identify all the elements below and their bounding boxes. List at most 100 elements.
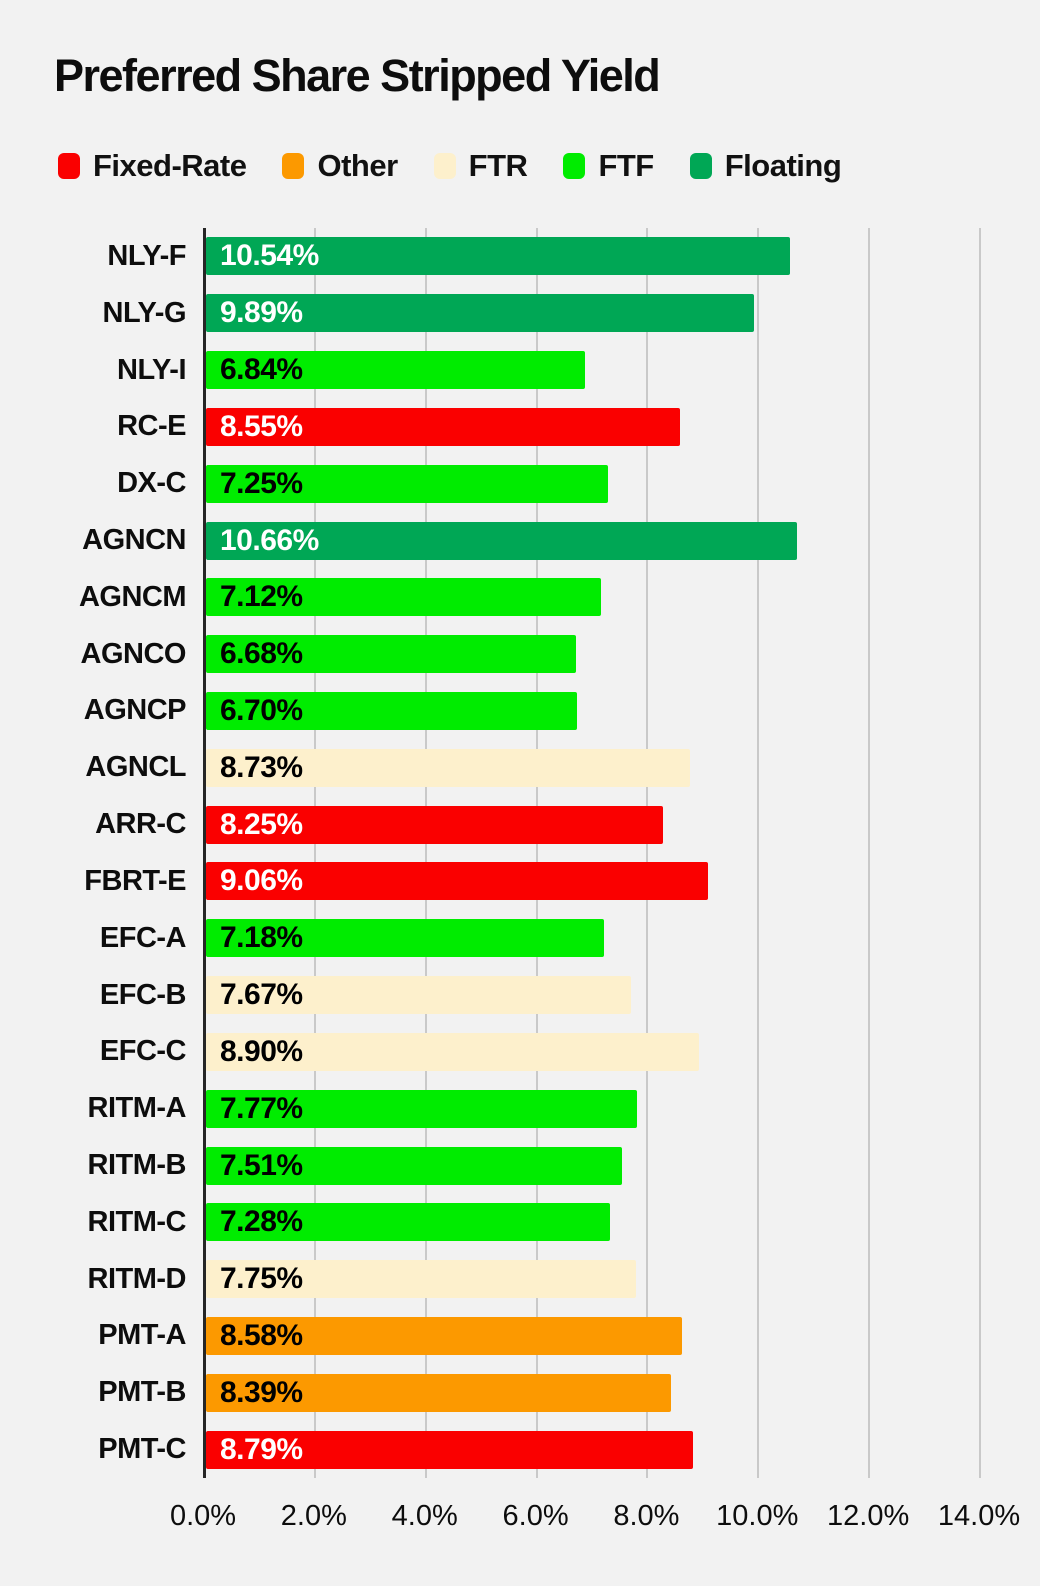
category-label: AGNCO (80, 637, 187, 670)
bar-value-label: 9.06% (220, 864, 303, 898)
bar-value-label: 8.39% (220, 1375, 303, 1409)
category-label: DX-C (117, 467, 186, 500)
legend-item-ftr[interactable]: FTR (433, 148, 528, 184)
bar-value-label: 7.51% (220, 1148, 303, 1182)
bar-efc-c: 8.90% (206, 1032, 700, 1071)
category-label: EFC-C (99, 1035, 187, 1068)
bar-arr-c: 8.25% (206, 805, 664, 844)
bar-agncp: 6.70% (206, 691, 578, 730)
bar-value-label: 7.77% (220, 1091, 303, 1125)
bar-dx-c: 7.25% (206, 464, 608, 503)
category-label: AGNCL (85, 751, 186, 784)
category-label: EFC-B (99, 978, 187, 1011)
bar-value-label: 10.66% (220, 523, 319, 557)
bar-value-label: 8.25% (220, 807, 303, 841)
legend-swatch-icon (689, 153, 712, 179)
legend-label: Fixed-Rate (93, 148, 247, 183)
legend-label: FTF (598, 148, 654, 183)
x-tick-label: 6.0% (502, 1500, 569, 1532)
legend-label: Other (317, 148, 398, 183)
bar-value-label: 8.73% (220, 750, 303, 784)
bar-agncn: 10.66% (206, 521, 797, 560)
category-label: PMT-C (98, 1433, 186, 1466)
category-label: NLY-F (107, 239, 186, 272)
value-axis: 0.0% 2.0% 4.0% 6.0% 8.0% 10.0% 12.0% 14.0% (170, 1500, 1020, 1544)
bar-rc-e: 8.55% (206, 407, 680, 446)
x-tick-label: 8.0% (613, 1500, 680, 1532)
category-label: RITM-B (87, 1149, 187, 1181)
y-axis-line (203, 228, 206, 1478)
bar-nly-i: 6.84% (206, 351, 586, 390)
gridline (757, 228, 760, 1478)
bar-ritm-d: 7.75% (206, 1260, 636, 1299)
chart-legend: Fixed-Rate Other FTR FTF Floating (58, 144, 842, 188)
bar-ritm-b: 7.51% (206, 1146, 623, 1185)
bar-value-label: 6.70% (220, 693, 303, 727)
bar-value-label: 8.55% (220, 409, 303, 443)
gridline (979, 228, 981, 1478)
bar-agncm: 7.12% (206, 578, 601, 617)
category-label: RITM-A (87, 1092, 187, 1125)
legend-item-other[interactable]: Other (282, 148, 398, 184)
legend-item-fixed-rate[interactable]: Fixed-Rate (58, 148, 247, 184)
category-axis: NLY-F NLY-G NLY-I RC-E DX-C AGNCN AGNCM AGNCO AG… (0, 228, 187, 1478)
category-label: NLY-G (102, 296, 187, 329)
category-label: ARR-C (95, 808, 186, 841)
bar-value-label: 8.58% (220, 1318, 303, 1352)
x-tick-label: 0.0% (169, 1500, 237, 1532)
x-tick-label: 12.0% (827, 1500, 910, 1532)
x-tick-label: 10.0% (716, 1500, 799, 1532)
bar-value-label: 7.28% (220, 1205, 303, 1239)
category-label: AGNCP (83, 694, 187, 727)
x-tick-label: 4.0% (391, 1500, 458, 1532)
bar-agncl: 8.73% (206, 748, 690, 787)
bar-value-label: 8.79% (220, 1432, 303, 1466)
bar-ritm-a: 7.77% (206, 1089, 637, 1128)
category-label: AGNCN (82, 524, 186, 556)
chart-title: Preferred Share Stripped Yield (54, 50, 661, 101)
bar-nly-f: 10.54% (206, 237, 791, 276)
bar-pmt-c: 8.79% (206, 1430, 694, 1469)
bar-value-label: 7.12% (220, 580, 303, 614)
bar-value-label: 6.68% (220, 637, 303, 671)
bar-value-label: 10.54% (220, 239, 319, 273)
bar-ritm-c: 7.28% (206, 1203, 610, 1242)
category-label: NLY-I (117, 353, 186, 386)
gridline (424, 228, 427, 1478)
legend-swatch-icon (563, 153, 586, 179)
category-label: PMT-B (98, 1376, 186, 1409)
legend-item-floating[interactable]: Floating (689, 148, 842, 184)
category-label: FBRT-E (84, 864, 186, 897)
bar-efc-b: 7.67% (206, 976, 632, 1015)
bar-value-label: 7.25% (220, 466, 303, 500)
x-tick-label: 14.0% (937, 1500, 1021, 1532)
bar-efc-a: 7.18% (206, 919, 604, 958)
plot-area: 10.54% 9.89% 6.84% 8.55% 7.25% 10.66% 7.12% 6.6… (203, 228, 1010, 1478)
bar-fbrt-e: 9.06% (206, 862, 709, 901)
legend-label: FTR (468, 148, 528, 183)
bar-pmt-b: 8.39% (206, 1373, 672, 1412)
bar-value-label: 7.75% (220, 1262, 303, 1296)
category-label: AGNCM (78, 580, 187, 613)
category-label: RITM-D (87, 1262, 187, 1295)
bar-value-label: 9.89% (220, 296, 303, 330)
legend-swatch-icon (282, 153, 305, 179)
legend-swatch-icon (58, 153, 80, 179)
bar-agnco: 6.68% (206, 635, 577, 674)
bar-value-label: 6.84% (220, 353, 303, 387)
x-tick-label: 2.0% (280, 1500, 347, 1532)
category-label: RC-E (117, 410, 186, 443)
category-label: PMT-A (98, 1319, 186, 1352)
gridline (646, 228, 649, 1478)
gridline (535, 228, 538, 1478)
gridline (313, 228, 316, 1478)
legend-item-ftf[interactable]: FTF (563, 148, 654, 184)
category-label: RITM-C (87, 1205, 187, 1238)
gridline (868, 228, 871, 1478)
bar-pmt-a: 8.58% (206, 1316, 682, 1355)
legend-label: Floating (724, 148, 842, 183)
category-label: EFC-A (99, 921, 187, 954)
bar-nly-g: 9.89% (206, 294, 755, 333)
bar-value-label: 8.90% (220, 1034, 303, 1068)
legend-swatch-icon (433, 153, 456, 179)
